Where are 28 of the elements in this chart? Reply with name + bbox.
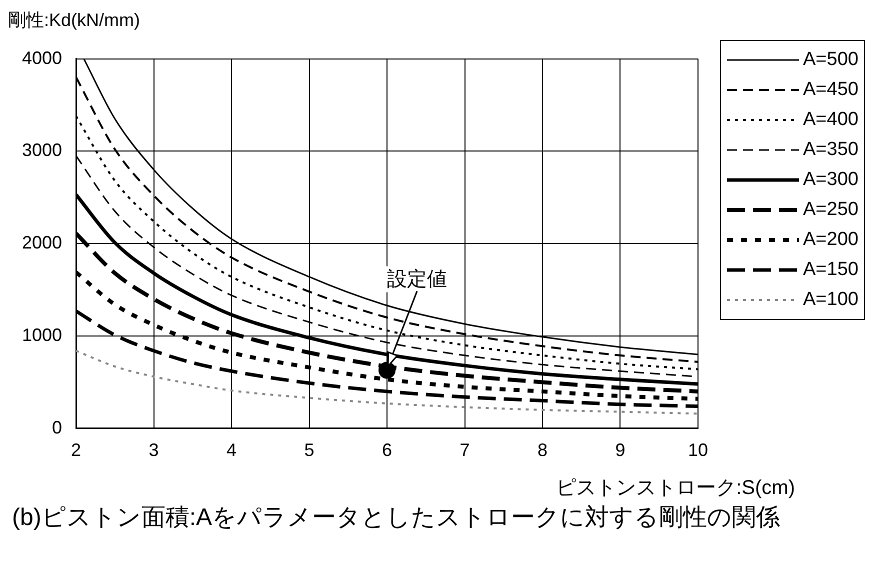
legend-label: A=500 (803, 49, 858, 71)
legend-label: A=350 (803, 139, 858, 161)
x-tick-label: 5 (304, 440, 314, 460)
x-tick-label: 6 (382, 440, 392, 460)
y-tick-label: 3000 (22, 140, 62, 160)
legend-label: A=400 (803, 109, 858, 131)
legend-label: A=250 (803, 199, 858, 221)
x-tick-label: 10 (688, 440, 708, 460)
y-tick-label: 2000 (22, 232, 62, 253)
x-tick-label: 2 (71, 440, 82, 460)
legend-label: A=450 (803, 79, 858, 101)
annotation: 設定値 (387, 268, 448, 291)
x-axis-title: ピストンストローク:S(cm) (555, 476, 796, 501)
y-tick-label: 1000 (22, 324, 62, 345)
legend-label: A=200 (803, 229, 858, 251)
x-tick-label: 9 (615, 440, 626, 460)
legend-label: A=300 (803, 169, 858, 191)
y-tick-label: 4000 (22, 48, 62, 68)
y-axis-title: 剛性:Kd(kN/mm) (8, 9, 141, 32)
x-tick-label: 8 (537, 440, 548, 460)
x-tick-label: 4 (226, 440, 237, 460)
y-tick-label: 0 (52, 417, 62, 438)
legend-label: A=150 (803, 259, 858, 281)
legend-label: A=100 (803, 289, 858, 311)
x-tick-label: 3 (148, 440, 159, 460)
x-tick-label: 7 (460, 440, 470, 460)
text: (b)ピストン面積:Aをパラメータとしたストロークに対する剛性の関係 (11, 503, 782, 533)
line-series (76, 350, 698, 415)
